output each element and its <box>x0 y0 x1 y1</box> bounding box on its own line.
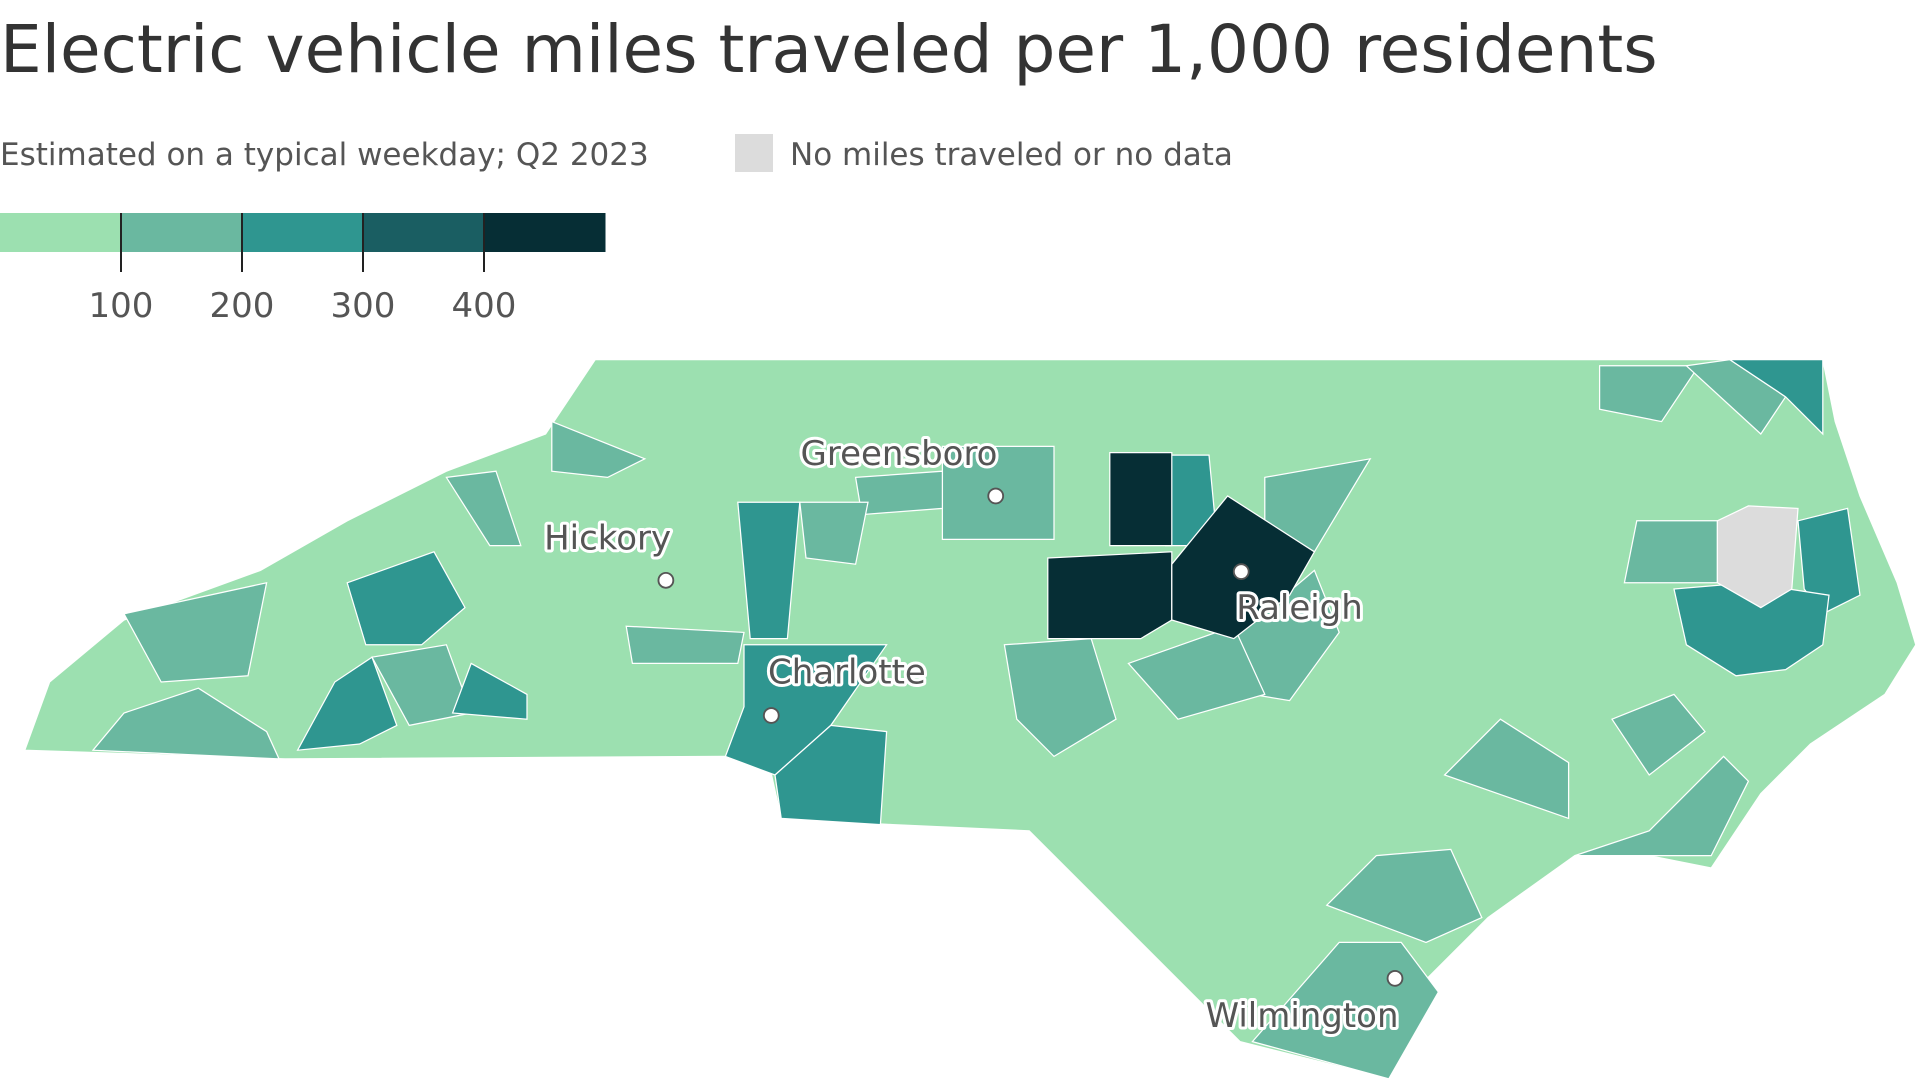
county-region <box>1611 693 1706 776</box>
city-dot <box>762 707 780 724</box>
city-dot <box>987 487 1005 505</box>
county-region <box>1443 718 1570 820</box>
city-label: Wilmington <box>1206 996 1399 1036</box>
legend-tick-label: 200 <box>210 286 275 326</box>
county-region <box>551 420 647 479</box>
county-region <box>854 470 944 516</box>
no-data-swatch <box>735 134 773 172</box>
county-region <box>1325 848 1483 944</box>
county-region <box>625 625 745 665</box>
legend: 100 200 300 400 <box>0 213 606 326</box>
city-label: Greensboro <box>801 434 998 474</box>
county-region <box>799 501 869 565</box>
county-region <box>1047 551 1173 640</box>
county-region <box>1109 451 1173 547</box>
county-region <box>451 662 528 720</box>
city-label: Hickory <box>544 518 671 558</box>
no-data-region <box>1716 505 1799 609</box>
legend-tick-label: 300 <box>331 286 396 326</box>
county-region <box>1598 365 1700 423</box>
legend-tick-label: 100 <box>89 286 154 326</box>
legend-swatch <box>484 213 606 252</box>
map: Greensboro Hickory Charlotte Raleigh Wilming… <box>23 358 1917 1080</box>
county-region <box>1727 358 1824 436</box>
county-region <box>445 470 522 547</box>
county-region <box>91 687 280 760</box>
city-dot <box>1386 969 1404 987</box>
city-label: Raleigh <box>1236 588 1363 628</box>
subtitle: Estimated on a typical weekday; Q2 2023 <box>0 137 649 173</box>
city-dot <box>1232 563 1250 581</box>
county-region <box>1003 637 1117 758</box>
legend-swatch <box>363 213 485 252</box>
county-region <box>737 501 801 640</box>
legend-swatch <box>0 213 122 252</box>
county-region <box>296 656 398 751</box>
county-region <box>1574 755 1750 857</box>
county-region <box>1127 625 1266 720</box>
no-data-label: No miles traveled or no data <box>790 137 1233 173</box>
county-region <box>1797 507 1861 615</box>
legend-tick-label: 400 <box>452 286 517 326</box>
county-region <box>1623 520 1719 584</box>
legend-swatch <box>242 213 364 252</box>
legend-swatch <box>121 213 243 252</box>
county-region <box>123 581 268 683</box>
county-region <box>346 551 466 646</box>
title: Electric vehicle miles traveled per 1,00… <box>0 11 1658 88</box>
city-dot <box>657 571 675 589</box>
county-region <box>774 724 888 826</box>
city-label: Charlotte <box>768 652 926 692</box>
